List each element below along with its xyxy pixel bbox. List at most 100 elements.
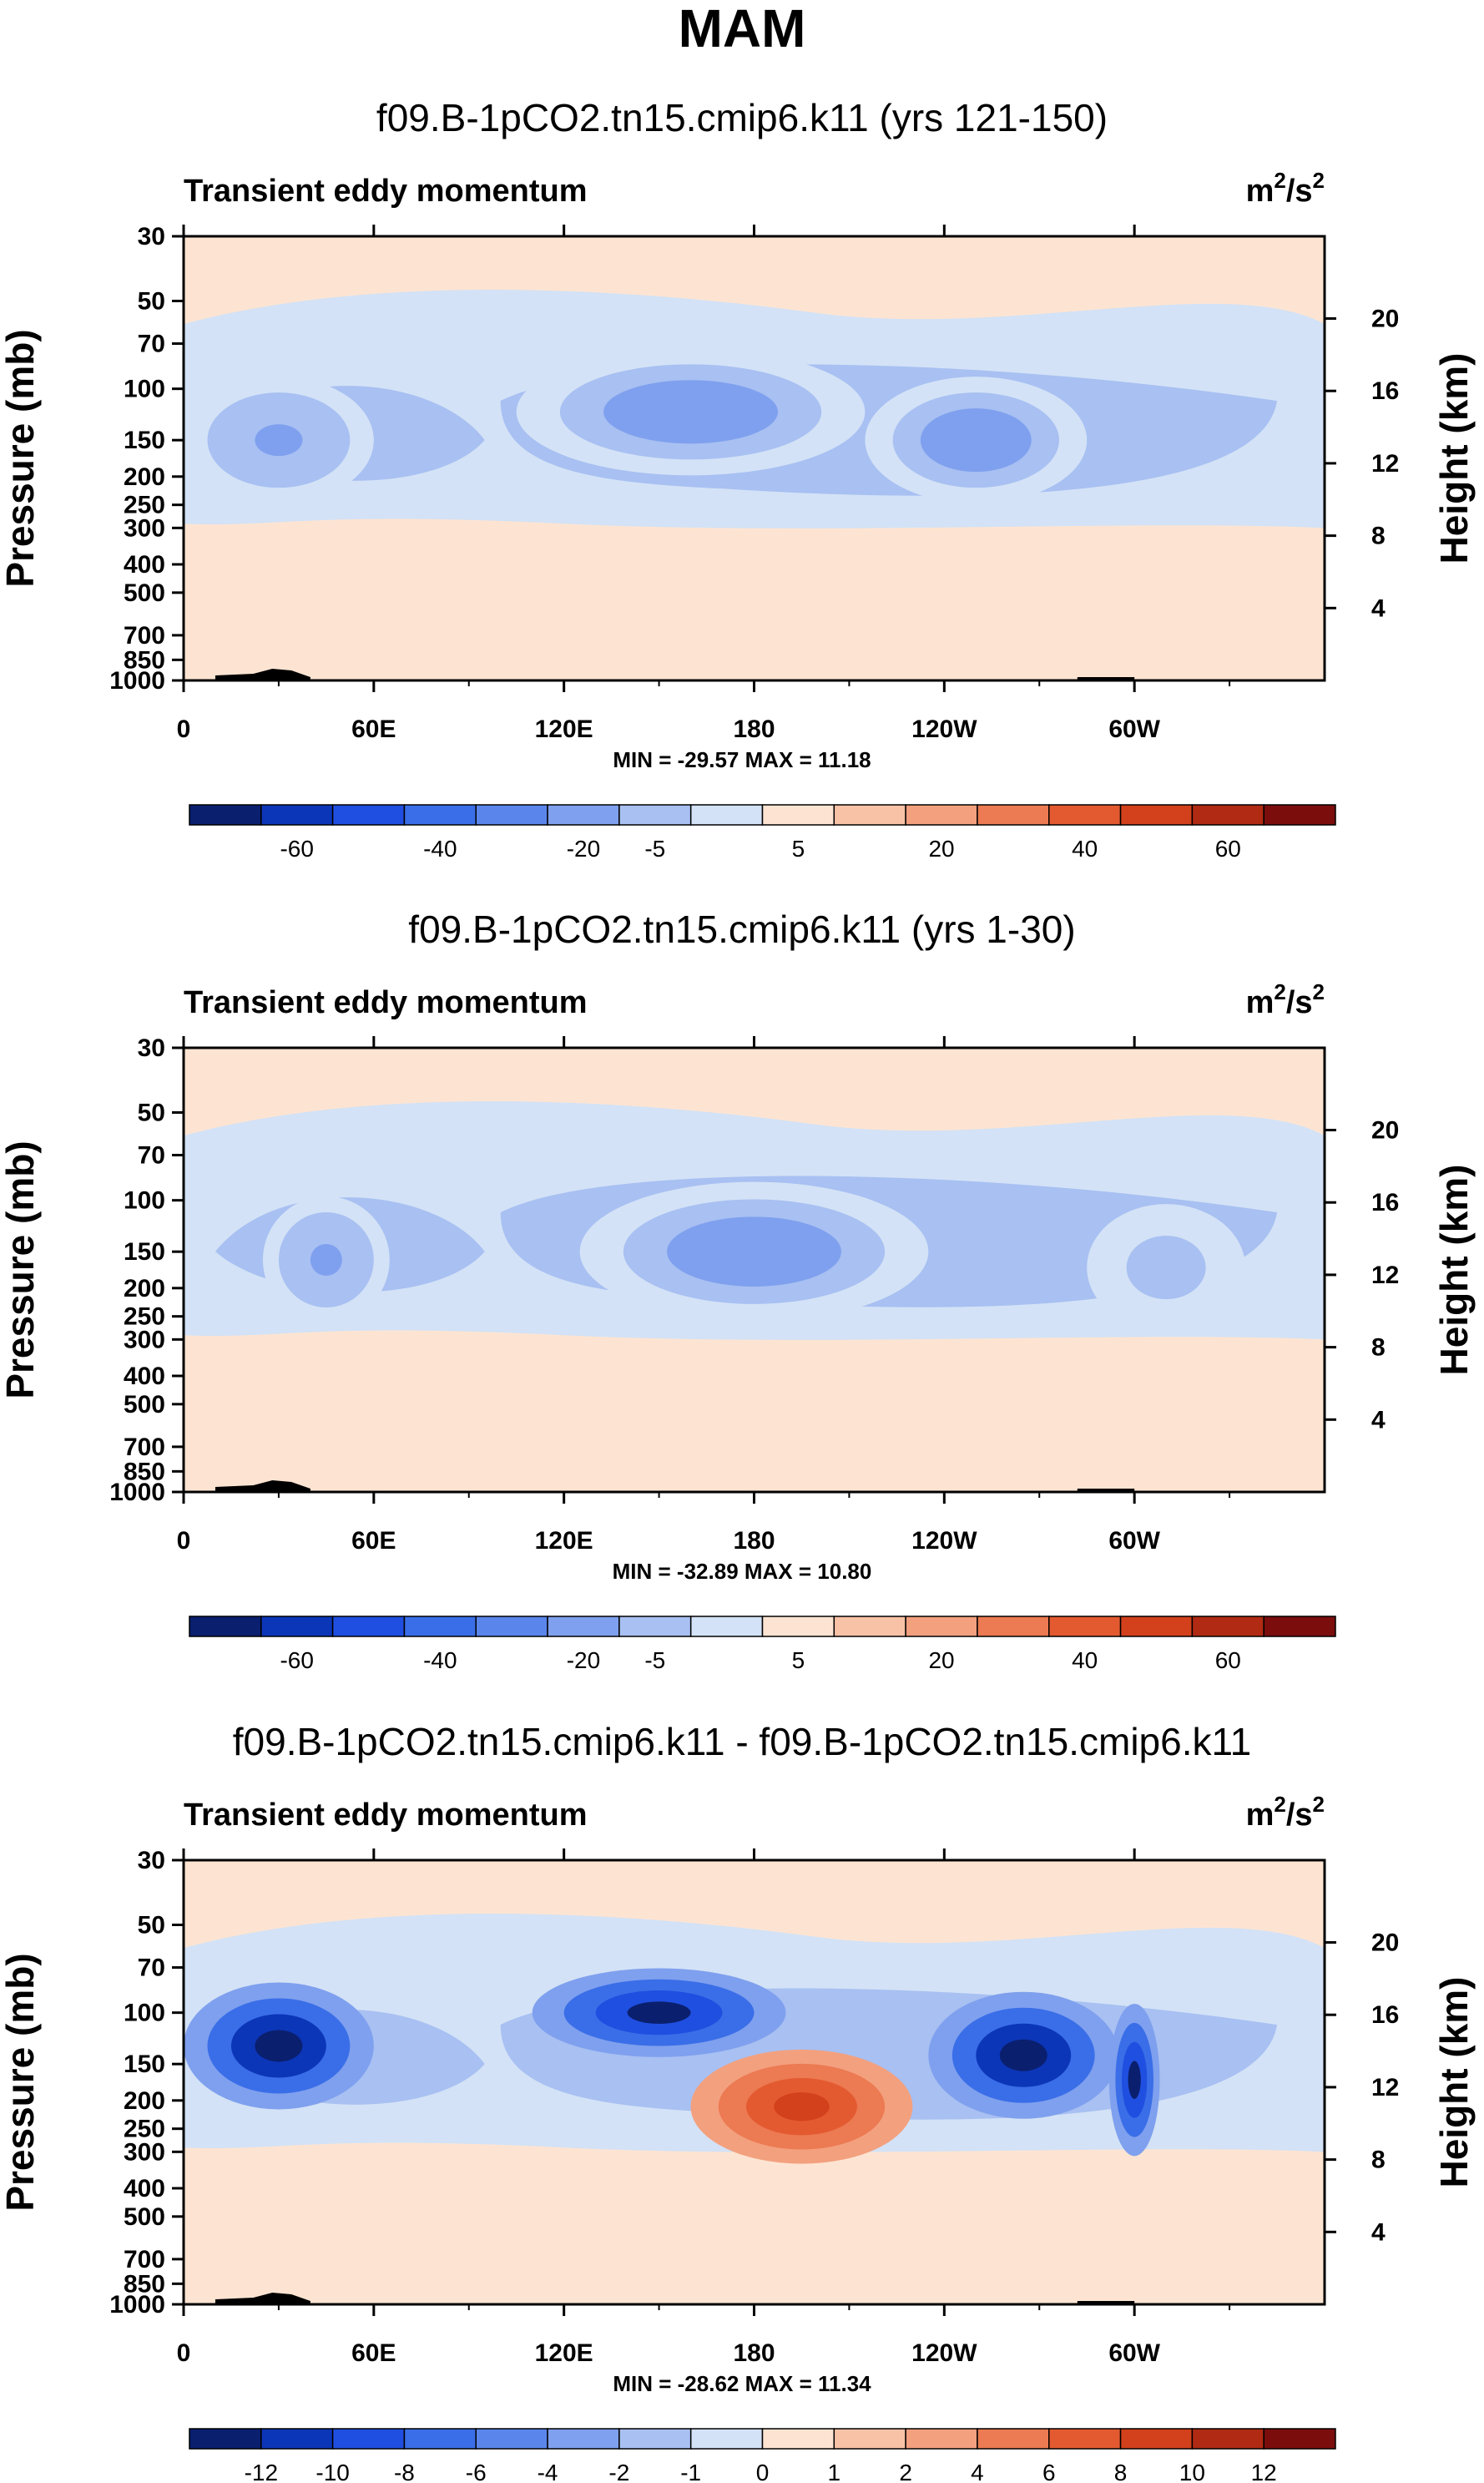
colorbar-label: 4 <box>971 2460 984 2483</box>
colorbar-label: -6 <box>466 2460 487 2483</box>
field-blob-2-level-4 <box>710 1234 798 1270</box>
colorbar-box <box>1263 804 1336 826</box>
colorbar-box <box>189 2428 262 2450</box>
x-tick-label: 120E <box>535 1527 593 1555</box>
y-tick-label: 100 <box>124 2000 165 2027</box>
colorbar-label: -2 <box>608 2460 629 2483</box>
units-units_base: m <box>1246 985 1275 1020</box>
field-blob-1-level-4 <box>255 2030 303 2062</box>
field-blob-2-level-4 <box>647 396 734 428</box>
colorbar-label: 60 <box>1215 836 1241 862</box>
colorbar-box <box>331 2428 406 2450</box>
colorbar-box <box>1048 2428 1122 2450</box>
y-right-tick-label: 20 <box>1371 306 1399 333</box>
colorbar-box <box>618 804 692 826</box>
y-tick-label: 1000 <box>109 1479 165 1506</box>
field-blob-3-level-4 <box>1146 1252 1186 1284</box>
x-tick-label: 60E <box>351 1527 396 1555</box>
field-blob-1-level-4 <box>255 424 303 457</box>
colorbar-box <box>905 1616 978 1637</box>
chart-panel-1: f09.B-1pCO2.tn15.cmip6.k11 (yrs 121-150)… <box>0 96 1476 862</box>
colorbar-box <box>475 804 548 826</box>
y-tick-label: 500 <box>124 2203 165 2231</box>
minmax-label: MIN = -29.57 MAX = 11.18 <box>613 747 871 772</box>
colorbar-box <box>689 2428 764 2450</box>
units-units_exp1: 2 <box>1274 979 1285 1004</box>
colorbar-box <box>1048 804 1122 826</box>
colorbar-box <box>1191 2428 1264 2450</box>
y-tick-label: 250 <box>124 1303 165 1331</box>
units-units_sep: /s <box>1286 985 1313 1020</box>
y-tick-label: 100 <box>124 1187 165 1215</box>
colorbar-box <box>618 2428 692 2450</box>
page-title: MAM <box>679 0 806 58</box>
x-tick-label: 60W <box>1108 2339 1160 2367</box>
field-blob-1-level-4 <box>310 1243 342 1276</box>
y-tick-label: 30 <box>138 1847 165 1874</box>
chart-subtitle: Transient eddy momentum <box>184 985 588 1020</box>
units-units_sep: /s <box>1286 174 1313 209</box>
y-tick-label: 700 <box>124 622 165 650</box>
y-tick-label: 250 <box>124 492 165 519</box>
field-blob-3-level-4 <box>948 424 1004 457</box>
colorbar-label: -1 <box>680 2460 701 2483</box>
x-tick-label: 60W <box>1108 716 1160 743</box>
colorbar-box <box>618 1616 692 1637</box>
topography-asia <box>215 2293 310 2304</box>
y-axis-label-right: Height (km) <box>1432 1165 1476 1376</box>
y-tick-label: 300 <box>124 1326 165 1353</box>
units-units_exp2: 2 <box>1313 168 1325 193</box>
colorbar-label: 1 <box>828 2460 841 2483</box>
y-tick-label: 300 <box>124 514 165 542</box>
topography-asia <box>215 669 310 680</box>
x-tick-label: 60E <box>351 2339 396 2367</box>
colorbar-label: -5 <box>644 1647 665 1673</box>
y-tick-label: 200 <box>124 463 165 491</box>
y-right-tick-label: 16 <box>1371 1189 1399 1216</box>
colorbar-label: 5 <box>792 1647 805 1673</box>
y-right-tick-label: 12 <box>1371 2074 1399 2101</box>
y-tick-label: 50 <box>138 1912 165 1939</box>
colorbar-box <box>331 1616 406 1637</box>
field-blob-3-level-4 <box>774 2092 830 2121</box>
chart-title: f09.B-1pCO2.tn15.cmip6.k11 (yrs 1-30) <box>408 908 1075 951</box>
y-tick-label: 50 <box>138 1100 165 1127</box>
field-blob-2-level-4 <box>627 2001 691 2024</box>
units-label: m2/s2 <box>1246 979 1325 1020</box>
colorbar-box <box>689 804 764 826</box>
colorbar-box <box>977 1616 1050 1637</box>
colorbar-label: -40 <box>423 1647 457 1673</box>
colorbar-label: 60 <box>1215 1647 1241 1673</box>
colorbar-box <box>1048 1616 1122 1637</box>
y-right-tick-label: 20 <box>1371 1929 1399 1957</box>
colorbar-box <box>189 1616 262 1637</box>
colorbar-box <box>1119 1616 1194 1637</box>
colorbar-label: 12 <box>1251 2460 1277 2483</box>
colorbar-box <box>547 2428 620 2450</box>
colorbar-box <box>475 1616 548 1637</box>
colorbar-box <box>403 2428 477 2450</box>
colorbar-box <box>475 2428 548 2450</box>
colorbar-label: 0 <box>756 2460 770 2483</box>
colorbar-label: 8 <box>1114 2460 1128 2483</box>
chart-title: f09.B-1pCO2.tn15.cmip6.k11 (yrs 121-150) <box>376 96 1108 139</box>
chart-panel-2: f09.B-1pCO2.tn15.cmip6.k11 (yrs 1-30) Tra… <box>0 908 1476 1673</box>
colorbar-label: 40 <box>1072 836 1098 862</box>
units-label: m2/s2 <box>1246 168 1325 209</box>
y-tick-label: 150 <box>124 427 165 454</box>
y-tick-label: 850 <box>124 646 165 674</box>
colorbar-box <box>833 1616 906 1637</box>
x-tick-label: 120E <box>535 2339 593 2367</box>
y-right-tick-label: 8 <box>1371 523 1386 550</box>
colorbar-box <box>833 804 906 826</box>
x-tick-label: 180 <box>733 2339 775 2367</box>
colorbar-box <box>403 804 477 826</box>
colorbar-label: -20 <box>567 1647 600 1673</box>
y-tick-label: 400 <box>124 1363 165 1390</box>
x-tick-label: 60W <box>1108 1527 1160 1555</box>
y-right-tick-label: 8 <box>1371 1334 1386 1362</box>
units-units_exp1: 2 <box>1274 168 1285 193</box>
units-units_sep: /s <box>1286 1798 1313 1833</box>
y-tick-label: 500 <box>124 579 165 607</box>
chart-title: f09.B-1pCO2.tn15.cmip6.k11 - f09.B-1pCO2… <box>233 1720 1251 1763</box>
